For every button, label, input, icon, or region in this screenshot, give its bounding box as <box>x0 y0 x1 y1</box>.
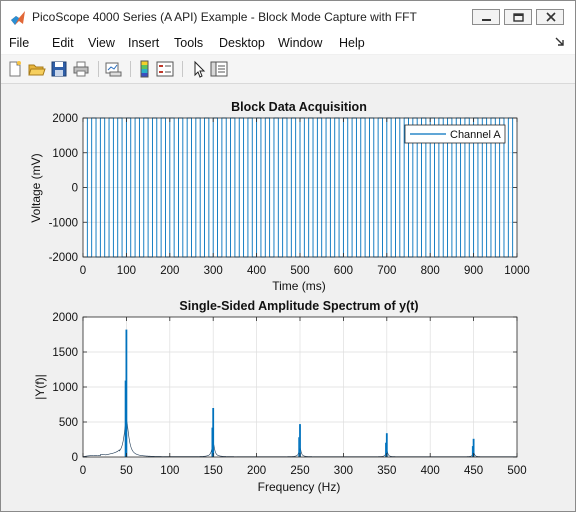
ax1-x-tick-label: 1000 <box>504 265 530 277</box>
x-axis-label: Frequency (Hz) <box>258 480 341 494</box>
ax2-x-tick-label: 50 <box>120 465 133 477</box>
ax1-y-tick-label: -1000 <box>49 217 78 229</box>
edit-plot-cursor-icon[interactable] <box>190 60 208 78</box>
menu-edit[interactable]: Edit <box>52 36 74 50</box>
legend-box <box>404 124 506 144</box>
dock-arrow-icon[interactable] <box>555 37 565 47</box>
minimize-button[interactable] <box>472 9 500 25</box>
ax2-x-tick-label: 350 <box>377 465 396 477</box>
close-button[interactable] <box>536 9 564 25</box>
ax2-x-tick-label: 200 <box>247 465 266 477</box>
matlab-logo-icon <box>11 11 25 25</box>
menu-insert[interactable]: Insert <box>128 36 160 50</box>
toolbar-separator <box>182 61 183 77</box>
ax2-x-tick-label: 300 <box>334 465 353 477</box>
ax2-y-tick-label: 1000 <box>52 382 78 394</box>
axes-amplitude-spectrum[interactable]: Single-Sided Amplitude Spectrum of y(t) … <box>33 299 527 494</box>
property-inspector-icon[interactable] <box>210 60 228 78</box>
window-title: PicoScope 4000 Series (A API) Example - … <box>32 10 417 24</box>
ax2-x-tick-label: 450 <box>464 465 483 477</box>
ax1-x-tick-label: 800 <box>421 265 440 277</box>
ax2-x-tick-label: 500 <box>507 465 526 477</box>
open-folder-icon[interactable] <box>28 60 46 78</box>
new-figure-icon[interactable] <box>6 60 24 78</box>
title-bar[interactable]: PicoScope 4000 Series (A API) Example - … <box>1 1 575 32</box>
ax2-y-tick-label: 500 <box>59 417 78 429</box>
menu-window[interactable]: Window <box>278 36 323 50</box>
x-axis-label: Time (ms) <box>272 279 326 293</box>
chart-title: Block Data Acquisition <box>231 100 367 114</box>
legend[interactable]: Channel A <box>404 124 506 144</box>
y-axis-label: Voltage (mV) <box>29 153 43 222</box>
link-plot-icon[interactable] <box>104 60 122 78</box>
ax2-y-tick-label: 1500 <box>52 347 78 359</box>
menu-file[interactable]: File <box>9 36 30 50</box>
figure-svg: Block Data Acquisition 0 100 200 300 400 500 6… <box>29 100 530 494</box>
ax1-x-tick-label: 600 <box>334 265 353 277</box>
insert-legend-icon[interactable] <box>156 60 174 78</box>
ax1-y-tick-label: 1000 <box>52 148 78 160</box>
menu-help[interactable]: Help <box>339 36 365 50</box>
ax2-x-tick-label: 150 <box>204 465 223 477</box>
ax1-x-tick-label: 100 <box>117 265 136 277</box>
toolbar-separator <box>98 61 99 77</box>
ax2-y-tick-label: 2000 <box>52 312 78 324</box>
maximize-icon <box>513 13 524 22</box>
square-wave-line <box>83 117 517 258</box>
ax2-x-tick-label: 0 <box>80 465 86 477</box>
ax2-x-tick-label: 400 <box>421 465 440 477</box>
ax1-y-tick-label: 2000 <box>52 113 78 125</box>
ax1-x-tick-label: 700 <box>377 265 396 277</box>
menu-view[interactable]: View <box>88 36 115 50</box>
ax1-x-tick-label: 200 <box>160 265 179 277</box>
ax2-x-tick-label: 250 <box>290 465 309 477</box>
ax1-x-tick-label: 500 <box>290 265 309 277</box>
menu-tools[interactable]: Tools <box>174 36 204 50</box>
figure-canvas: Block Data Acquisition 0 100 200 300 400 500 6… <box>9 84 569 504</box>
menu-desktop[interactable]: Desktop <box>219 36 265 50</box>
ax1-x-tick-label: 900 <box>464 265 483 277</box>
insert-colorbar-icon[interactable] <box>136 60 154 78</box>
tick-marks: 0 100 200 300 400 500 600 700 800 900 1000 -2000 -10… <box>49 113 530 277</box>
print-icon[interactable] <box>72 60 90 78</box>
ax1-y-tick-label: -2000 <box>49 252 78 264</box>
toolbar-separator <box>130 61 131 77</box>
minimize-icon <box>482 19 491 21</box>
y-axis-label: |Y(f)| <box>33 374 47 400</box>
ax1-x-tick-label: 0 <box>80 265 86 277</box>
save-icon[interactable] <box>50 60 68 78</box>
ax2-x-tick-label: 100 <box>160 465 179 477</box>
tick-marks: 0 50 100 150 200 250 300 350 400 450 500 0 500 1000 15… <box>52 312 526 477</box>
chart-title: Single-Sided Amplitude Spectrum of y(t) <box>179 299 418 313</box>
maximize-button[interactable] <box>504 9 532 25</box>
axes-block-data[interactable]: Block Data Acquisition 0 100 200 300 400 500 6… <box>29 100 530 293</box>
legend-entry-channel-a: Channel A <box>450 129 501 141</box>
ax1-y-tick-label: 0 <box>72 183 78 195</box>
ax1-x-tick-label: 300 <box>204 265 223 277</box>
series-channel-a <box>83 117 517 258</box>
ax2-y-tick-label: 0 <box>72 452 78 464</box>
menu-bar: File Edit View Insert Tools Desktop Wind… <box>1 32 575 54</box>
ax1-x-tick-label: 400 <box>247 265 266 277</box>
close-icon <box>546 12 556 22</box>
figure-toolbar <box>1 55 575 84</box>
